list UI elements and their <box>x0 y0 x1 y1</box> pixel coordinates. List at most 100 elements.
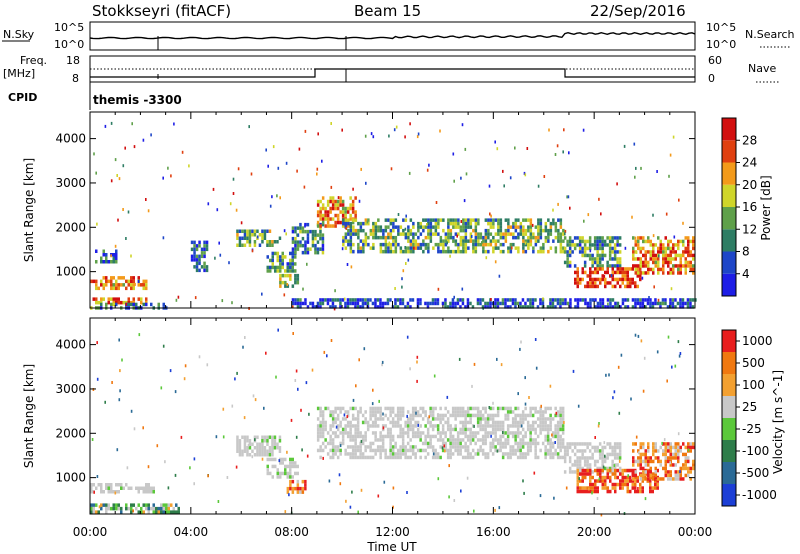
velocity-cell-5 <box>371 455 375 460</box>
power-cell-14 <box>589 298 592 302</box>
velocity-cell-5 <box>444 406 447 411</box>
velocity-cell-5 <box>541 427 545 432</box>
velocity-cell-5 <box>544 445 547 449</box>
power-cell-10 <box>537 225 540 229</box>
power-cell-8 <box>321 222 325 227</box>
power-cell-13 <box>659 246 662 251</box>
velocity-scatter-cell <box>471 384 473 388</box>
power-cell-4 <box>195 258 199 262</box>
velocity-cell-7 <box>591 486 594 490</box>
power-cell-11 <box>608 264 612 268</box>
velocity-cell-5 <box>329 424 332 428</box>
power-cell-9 <box>326 213 330 218</box>
velocity-cell-5 <box>374 438 377 442</box>
power-cell-10 <box>422 242 425 247</box>
power-cell-11 <box>583 264 587 268</box>
velocity-cell-2 <box>256 435 259 439</box>
velocity-cell-5 <box>539 410 542 414</box>
velocity-cell-5 <box>514 441 517 446</box>
power-cell-11 <box>573 264 577 268</box>
velocity-scatter-cell <box>335 425 338 429</box>
power-cell-10 <box>387 242 390 247</box>
velocity-cell-8 <box>674 470 677 474</box>
noise-trace <box>89 31 696 40</box>
power-cell-9 <box>319 213 322 218</box>
velocity-cell-2 <box>243 439 247 443</box>
velocity-cell-8 <box>669 477 672 481</box>
power-cell-10 <box>549 232 553 236</box>
velocity-cell-0 <box>90 486 93 490</box>
velocity-cell-5 <box>514 420 517 425</box>
velocity-cell-2 <box>241 435 244 439</box>
velocity-cell-5 <box>439 455 442 460</box>
velocity-cell-5 <box>354 434 357 439</box>
power-cell-10 <box>537 228 540 233</box>
power-cell-12 <box>624 270 627 275</box>
velocity-cell-7 <box>576 489 579 494</box>
velocity-cell-5 <box>459 413 462 418</box>
power-cell-14 <box>501 301 505 306</box>
velocity-cell-5 <box>556 427 560 432</box>
velocity-cell-5 <box>329 455 332 460</box>
velocity-cell-8 <box>677 449 680 453</box>
velocity-cell-6 <box>576 442 579 446</box>
power-cell-13 <box>669 246 672 251</box>
power-cell-5 <box>238 243 242 247</box>
power-cell-14 <box>564 298 567 302</box>
power-cell-10 <box>509 232 513 236</box>
velocity-cell-8 <box>637 456 640 460</box>
power-scatter-cell <box>251 249 254 253</box>
power-cell-5 <box>251 229 254 233</box>
power-cell-13 <box>667 243 670 247</box>
velocity-cell-7 <box>654 479 657 483</box>
power-cell-5 <box>248 233 252 237</box>
velocity-cell-6 <box>578 459 582 464</box>
velocity-cell-5 <box>429 420 432 425</box>
velocity-cell-3 <box>291 461 294 465</box>
power-cell-14 <box>374 301 377 306</box>
velocity-cell-8 <box>669 449 672 453</box>
velocity-cell-7 <box>649 482 652 487</box>
velocity-cell-5 <box>349 445 352 449</box>
velocity-scatter-cell <box>138 333 141 337</box>
velocity-cell-8 <box>657 456 660 460</box>
power-scatter-cell <box>346 263 349 266</box>
velocity-cell-0 <box>135 486 138 490</box>
velocity-cell-5 <box>539 448 542 453</box>
velocity-scatter-cell <box>406 335 409 339</box>
velocity-cell-6 <box>591 445 594 450</box>
power-cell-11 <box>598 253 602 258</box>
velocity-scatter-cell <box>433 374 436 378</box>
power-cell-6 <box>281 255 284 259</box>
power-cell-14 <box>681 301 685 306</box>
power-cell-11 <box>581 236 584 240</box>
power-cell-11 <box>583 243 587 247</box>
velocity-cell-5 <box>336 417 340 421</box>
velocity-cell-2 <box>248 439 252 443</box>
power-cell-11 <box>568 260 572 265</box>
velocity-cell-5 <box>389 438 392 442</box>
power-cell-14 <box>591 298 595 302</box>
velocity-cell-0 <box>145 483 148 487</box>
velocity-cell-5 <box>554 413 557 418</box>
power-colorbar-swatch <box>722 273 736 296</box>
power-cell-10 <box>484 249 488 254</box>
power-cell-10 <box>469 225 473 229</box>
power-cell-10 <box>349 239 353 243</box>
velocity-cell-5 <box>341 438 345 442</box>
power-cell-12 <box>596 284 599 289</box>
power-cell-14 <box>356 301 360 306</box>
power-cell-10 <box>427 242 430 247</box>
power-scatter-cell <box>248 125 250 129</box>
velocity-scatter-cell <box>104 400 106 404</box>
power-cell-7 <box>284 273 287 278</box>
velocity-cell-5 <box>414 452 417 456</box>
velocity-cell-5 <box>319 420 322 425</box>
velocity-cell-5 <box>521 417 525 421</box>
power-cell-10 <box>362 239 365 243</box>
power-cell-13 <box>664 253 667 258</box>
power-scatter-cell <box>426 168 429 172</box>
power-cell-10 <box>437 249 440 254</box>
power-cell-13 <box>642 246 645 251</box>
velocity-cell-3 <box>286 471 289 476</box>
